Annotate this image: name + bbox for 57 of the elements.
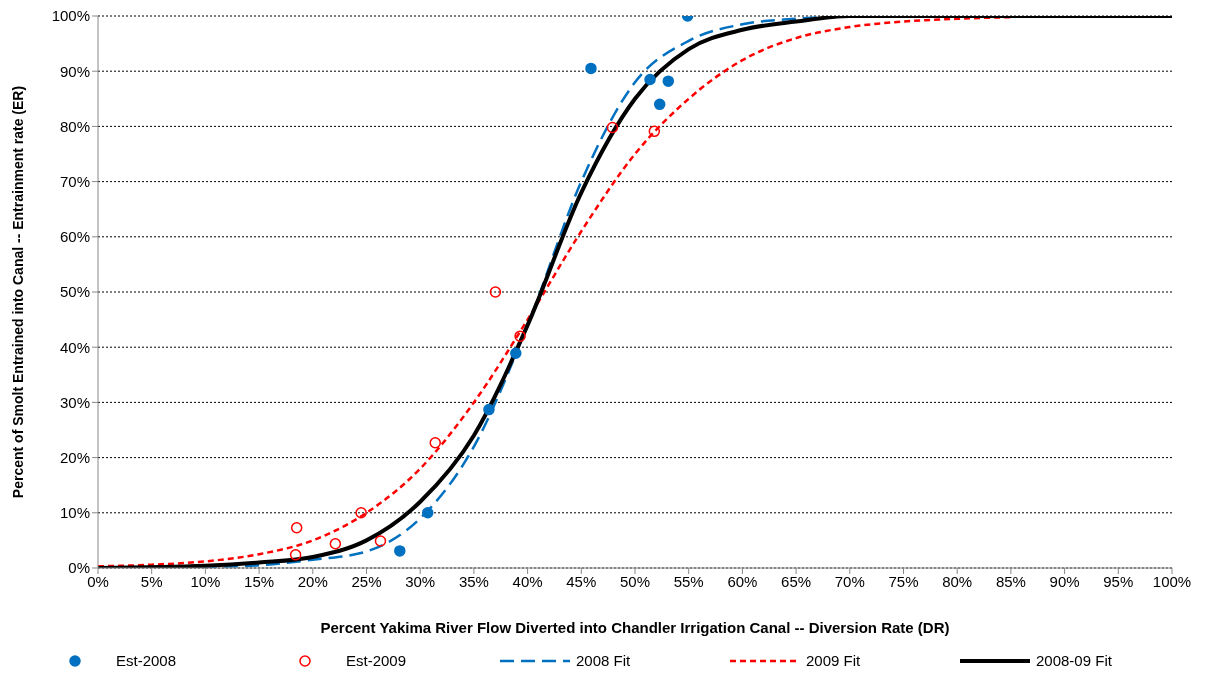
legend-label: 2008 Fit <box>576 652 631 669</box>
point <box>483 403 495 416</box>
point <box>489 286 502 298</box>
x-tick-label: 0% <box>87 572 109 590</box>
x-axis-title: Percent Yakima River Flow Diverted into Chandler Irrigation Canal -- Diversion Rate (DR) <box>320 619 950 636</box>
x-tick-label: 70% <box>834 572 865 590</box>
x-tick-label: 85% <box>995 572 1026 590</box>
point <box>585 62 597 75</box>
x-tick-label: 90% <box>1049 572 1080 590</box>
y-tick-label: 90% <box>59 62 90 80</box>
point <box>514 330 526 342</box>
point <box>662 75 675 87</box>
point <box>653 98 666 111</box>
x-tick-label: 95% <box>1103 572 1134 590</box>
x-tick-label: 30% <box>405 572 436 590</box>
x-tick-label: 5% <box>140 572 163 590</box>
x-tick-label: 55% <box>673 572 704 590</box>
x-tick-label: 40% <box>512 572 543 590</box>
legend-label: Est-2009 <box>346 652 407 669</box>
y-tick-label: 70% <box>59 172 90 190</box>
y-tick-label: 100% <box>51 7 90 25</box>
point <box>648 125 661 138</box>
point <box>329 537 342 550</box>
x-tick-label: 10% <box>190 572 221 590</box>
point <box>421 507 434 519</box>
y-tick-label: 40% <box>59 338 90 356</box>
x-tick-label: 75% <box>888 572 919 590</box>
y-tick-label: 80% <box>59 117 90 135</box>
point <box>355 507 367 519</box>
y-tick-label: 10% <box>59 504 90 522</box>
point <box>510 347 522 360</box>
x-tick-label: 35% <box>458 572 489 590</box>
point <box>289 549 302 561</box>
x-tick-label: 50% <box>619 572 651 590</box>
x-tick-label: 25% <box>351 572 382 590</box>
x-tick-label: 100% <box>1152 572 1192 590</box>
point <box>606 121 619 134</box>
y-tick-label: 20% <box>59 448 90 466</box>
point <box>429 436 441 449</box>
y-tick-label: 30% <box>59 393 90 411</box>
legend-label: Est-2008 <box>116 652 177 669</box>
y-tick-label: 50% <box>59 283 90 301</box>
legend-label: 2008-09 Fit <box>1036 652 1112 669</box>
x-tick-label: 65% <box>781 572 812 590</box>
y-axis-title: Percent of Smolt Entrained into Canal -- Entrainment rate (ER) <box>9 85 26 499</box>
point <box>394 545 406 557</box>
point <box>644 73 656 86</box>
x-tick-label: 15% <box>244 572 275 590</box>
x-tick-label: 45% <box>566 572 597 590</box>
x-tick-label: 60% <box>727 572 758 590</box>
x-tick-label: 20% <box>297 572 328 590</box>
y-tick-label: 0% <box>68 559 90 577</box>
y-tick-label: 60% <box>59 228 90 246</box>
point <box>290 521 303 534</box>
point <box>374 535 387 547</box>
legend-label: 2009 Fit <box>806 652 861 669</box>
x-tick-label: 80% <box>942 572 973 590</box>
